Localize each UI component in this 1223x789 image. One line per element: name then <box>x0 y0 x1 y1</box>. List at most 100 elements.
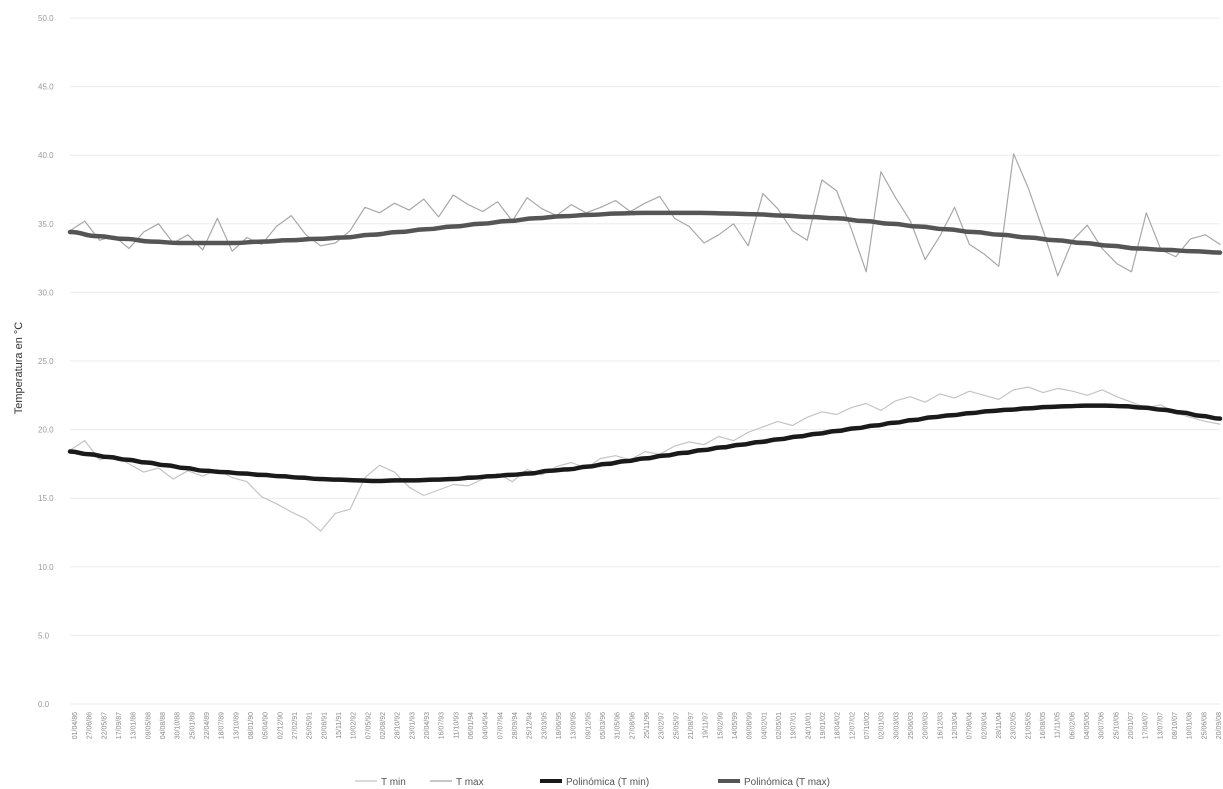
y-tick-label: 50.0 <box>38 14 54 23</box>
x-tick-label: 12/07/02 <box>849 712 856 739</box>
y-tick-label: 40.0 <box>38 151 54 160</box>
y-tick-label: 45.0 <box>38 83 54 92</box>
x-tick-label: 25/06/03 <box>908 712 915 739</box>
x-tick-label: 28/10/92 <box>395 712 402 739</box>
x-tick-label: 24/10/01 <box>805 712 812 739</box>
x-tick-label: 10/02/92 <box>351 712 358 739</box>
x-tick-label: 27/02/91 <box>292 712 299 739</box>
x-tick-label: 20/09/03 <box>923 712 930 739</box>
line-series-0 <box>69 386 1221 532</box>
x-tick-label: 13/09/95 <box>571 712 578 739</box>
x-tick-label: 09/08/99 <box>747 712 754 739</box>
x-axis-ticks: 01/04/86 27/06/86 22/05/87 17/09/87 13/01/88… <box>72 712 1223 739</box>
x-tick-label: 17/09/87 <box>116 712 123 739</box>
x-tick-label: 23/02/05 <box>1011 712 1018 739</box>
trendline-series-3 <box>67 210 1223 255</box>
x-tick-label: 10/01/08 <box>1187 712 1194 739</box>
legend-label: T max <box>456 777 484 788</box>
x-tick-label: 16/08/05 <box>1040 712 1047 739</box>
x-tick-label: 25/11/96 <box>644 712 651 739</box>
x-tick-label: 15/02/99 <box>717 712 724 739</box>
x-tick-label: 12/03/04 <box>952 712 959 739</box>
x-tick-label: 20/08/91 <box>321 712 328 739</box>
x-tick-label: 23/01/93 <box>409 712 416 739</box>
x-tick-label: 21/08/97 <box>688 712 695 739</box>
x-tick-label: 08/10/07 <box>1172 712 1179 739</box>
x-tick-label: 25/10/06 <box>1113 712 1120 739</box>
x-tick-label: 05/04/90 <box>263 712 270 739</box>
x-tick-label: 04/05/06 <box>1084 712 1091 739</box>
x-tick-label: 25/12/94 <box>527 712 534 739</box>
y-tick-label: 30.0 <box>38 288 54 297</box>
x-tick-label: 02/12/90 <box>277 712 284 739</box>
legend-label: T min <box>381 777 406 788</box>
x-tick-label: 20/09/08 <box>1216 712 1223 739</box>
x-tick-label: 13/07/07 <box>1157 712 1164 739</box>
series-layer <box>67 153 1223 532</box>
x-tick-label: 14/05/99 <box>732 712 739 739</box>
x-tick-label: 13/10/89 <box>233 712 240 739</box>
x-tick-label: 18/04/02 <box>835 712 842 739</box>
y-tick-label: 10.0 <box>38 563 54 572</box>
y-tick-label: 35.0 <box>38 220 54 229</box>
y-axis-label: Temperatura en °C <box>13 322 25 414</box>
x-tick-label: 11/10/93 <box>453 712 460 739</box>
x-tick-label: 30/07/06 <box>1099 712 1106 739</box>
legend-label: Polinómica (T min) <box>566 777 649 788</box>
x-tick-label: 25/05/91 <box>307 712 314 739</box>
x-tick-label: 22/04/89 <box>204 712 211 739</box>
x-tick-label: 25/06/08 <box>1201 712 1208 739</box>
x-tick-label: 19/11/97 <box>703 712 710 739</box>
x-tick-label: 04/04/94 <box>483 712 490 739</box>
x-tick-label: 18/07/89 <box>219 712 226 739</box>
x-tick-label: 09/05/88 <box>145 712 152 739</box>
x-tick-label: 21/05/05 <box>1025 712 1032 739</box>
x-tick-label: 07/07/94 <box>497 712 504 739</box>
x-tick-label: 19/01/02 <box>820 712 827 739</box>
y-tick-label: 5.0 <box>38 631 50 640</box>
y-tick-label: 0.0 <box>38 700 50 709</box>
x-tick-label: 07/06/04 <box>967 712 974 739</box>
x-tick-label: 09/12/95 <box>585 712 592 739</box>
y-tick-label: 20.0 <box>38 426 54 435</box>
x-tick-label: 27/06/86 <box>87 712 94 739</box>
x-tick-label: 16/12/03 <box>937 712 944 739</box>
x-tick-label: 05/03/96 <box>600 712 607 739</box>
y-tick-label: 15.0 <box>38 494 54 503</box>
y-axis-ticks: 0.0 5.0 10.0 15.0 20.0 25.0 30.0 35.0 40.0 45.0 50… <box>38 14 54 709</box>
legend: T min T max Polinómica (T min) Polinómica (… <box>355 777 830 788</box>
trendline-series-2 <box>67 403 1223 484</box>
x-tick-label: 08/01/90 <box>248 712 255 739</box>
legend-label: Polinómica (T max) <box>744 777 830 788</box>
x-tick-label: 22/05/87 <box>101 712 108 739</box>
x-tick-label: 18/06/95 <box>556 712 563 739</box>
x-tick-label: 17/04/07 <box>1143 712 1150 739</box>
x-tick-label: 27/08/96 <box>629 712 636 739</box>
x-tick-label: 16/07/93 <box>439 712 446 739</box>
x-tick-label: 31/05/96 <box>615 712 622 739</box>
x-tick-label: 15/11/91 <box>336 712 343 739</box>
x-tick-label: 30/10/88 <box>175 712 182 739</box>
x-tick-label: 04/08/88 <box>160 712 167 739</box>
x-tick-label: 23/02/97 <box>659 712 666 739</box>
x-tick-label: 07/10/02 <box>864 712 871 739</box>
x-tick-label: 02/05/01 <box>776 712 783 739</box>
x-tick-label: 02/01/03 <box>879 712 886 739</box>
x-tick-label: 06/01/94 <box>468 712 475 739</box>
x-tick-label: 28/11/04 <box>996 712 1003 739</box>
x-tick-label: 20/04/93 <box>424 712 431 739</box>
x-tick-label: 01/04/86 <box>72 712 79 739</box>
x-tick-label: 11/11/05 <box>1055 712 1062 738</box>
x-tick-label: 06/02/06 <box>1069 712 1076 739</box>
x-tick-label: 19/07/01 <box>791 712 798 739</box>
x-tick-label: 25/01/89 <box>189 712 196 739</box>
gridlines <box>70 17 1220 705</box>
x-tick-label: 28/09/94 <box>512 712 519 739</box>
x-tick-label: 04/02/01 <box>761 712 768 739</box>
x-tick-label: 23/03/95 <box>541 712 548 739</box>
x-tick-label: 07/05/92 <box>365 712 372 739</box>
x-tick-label: 02/08/92 <box>380 712 387 739</box>
x-tick-label: 30/03/03 <box>893 712 900 739</box>
y-tick-label: 25.0 <box>38 357 54 366</box>
